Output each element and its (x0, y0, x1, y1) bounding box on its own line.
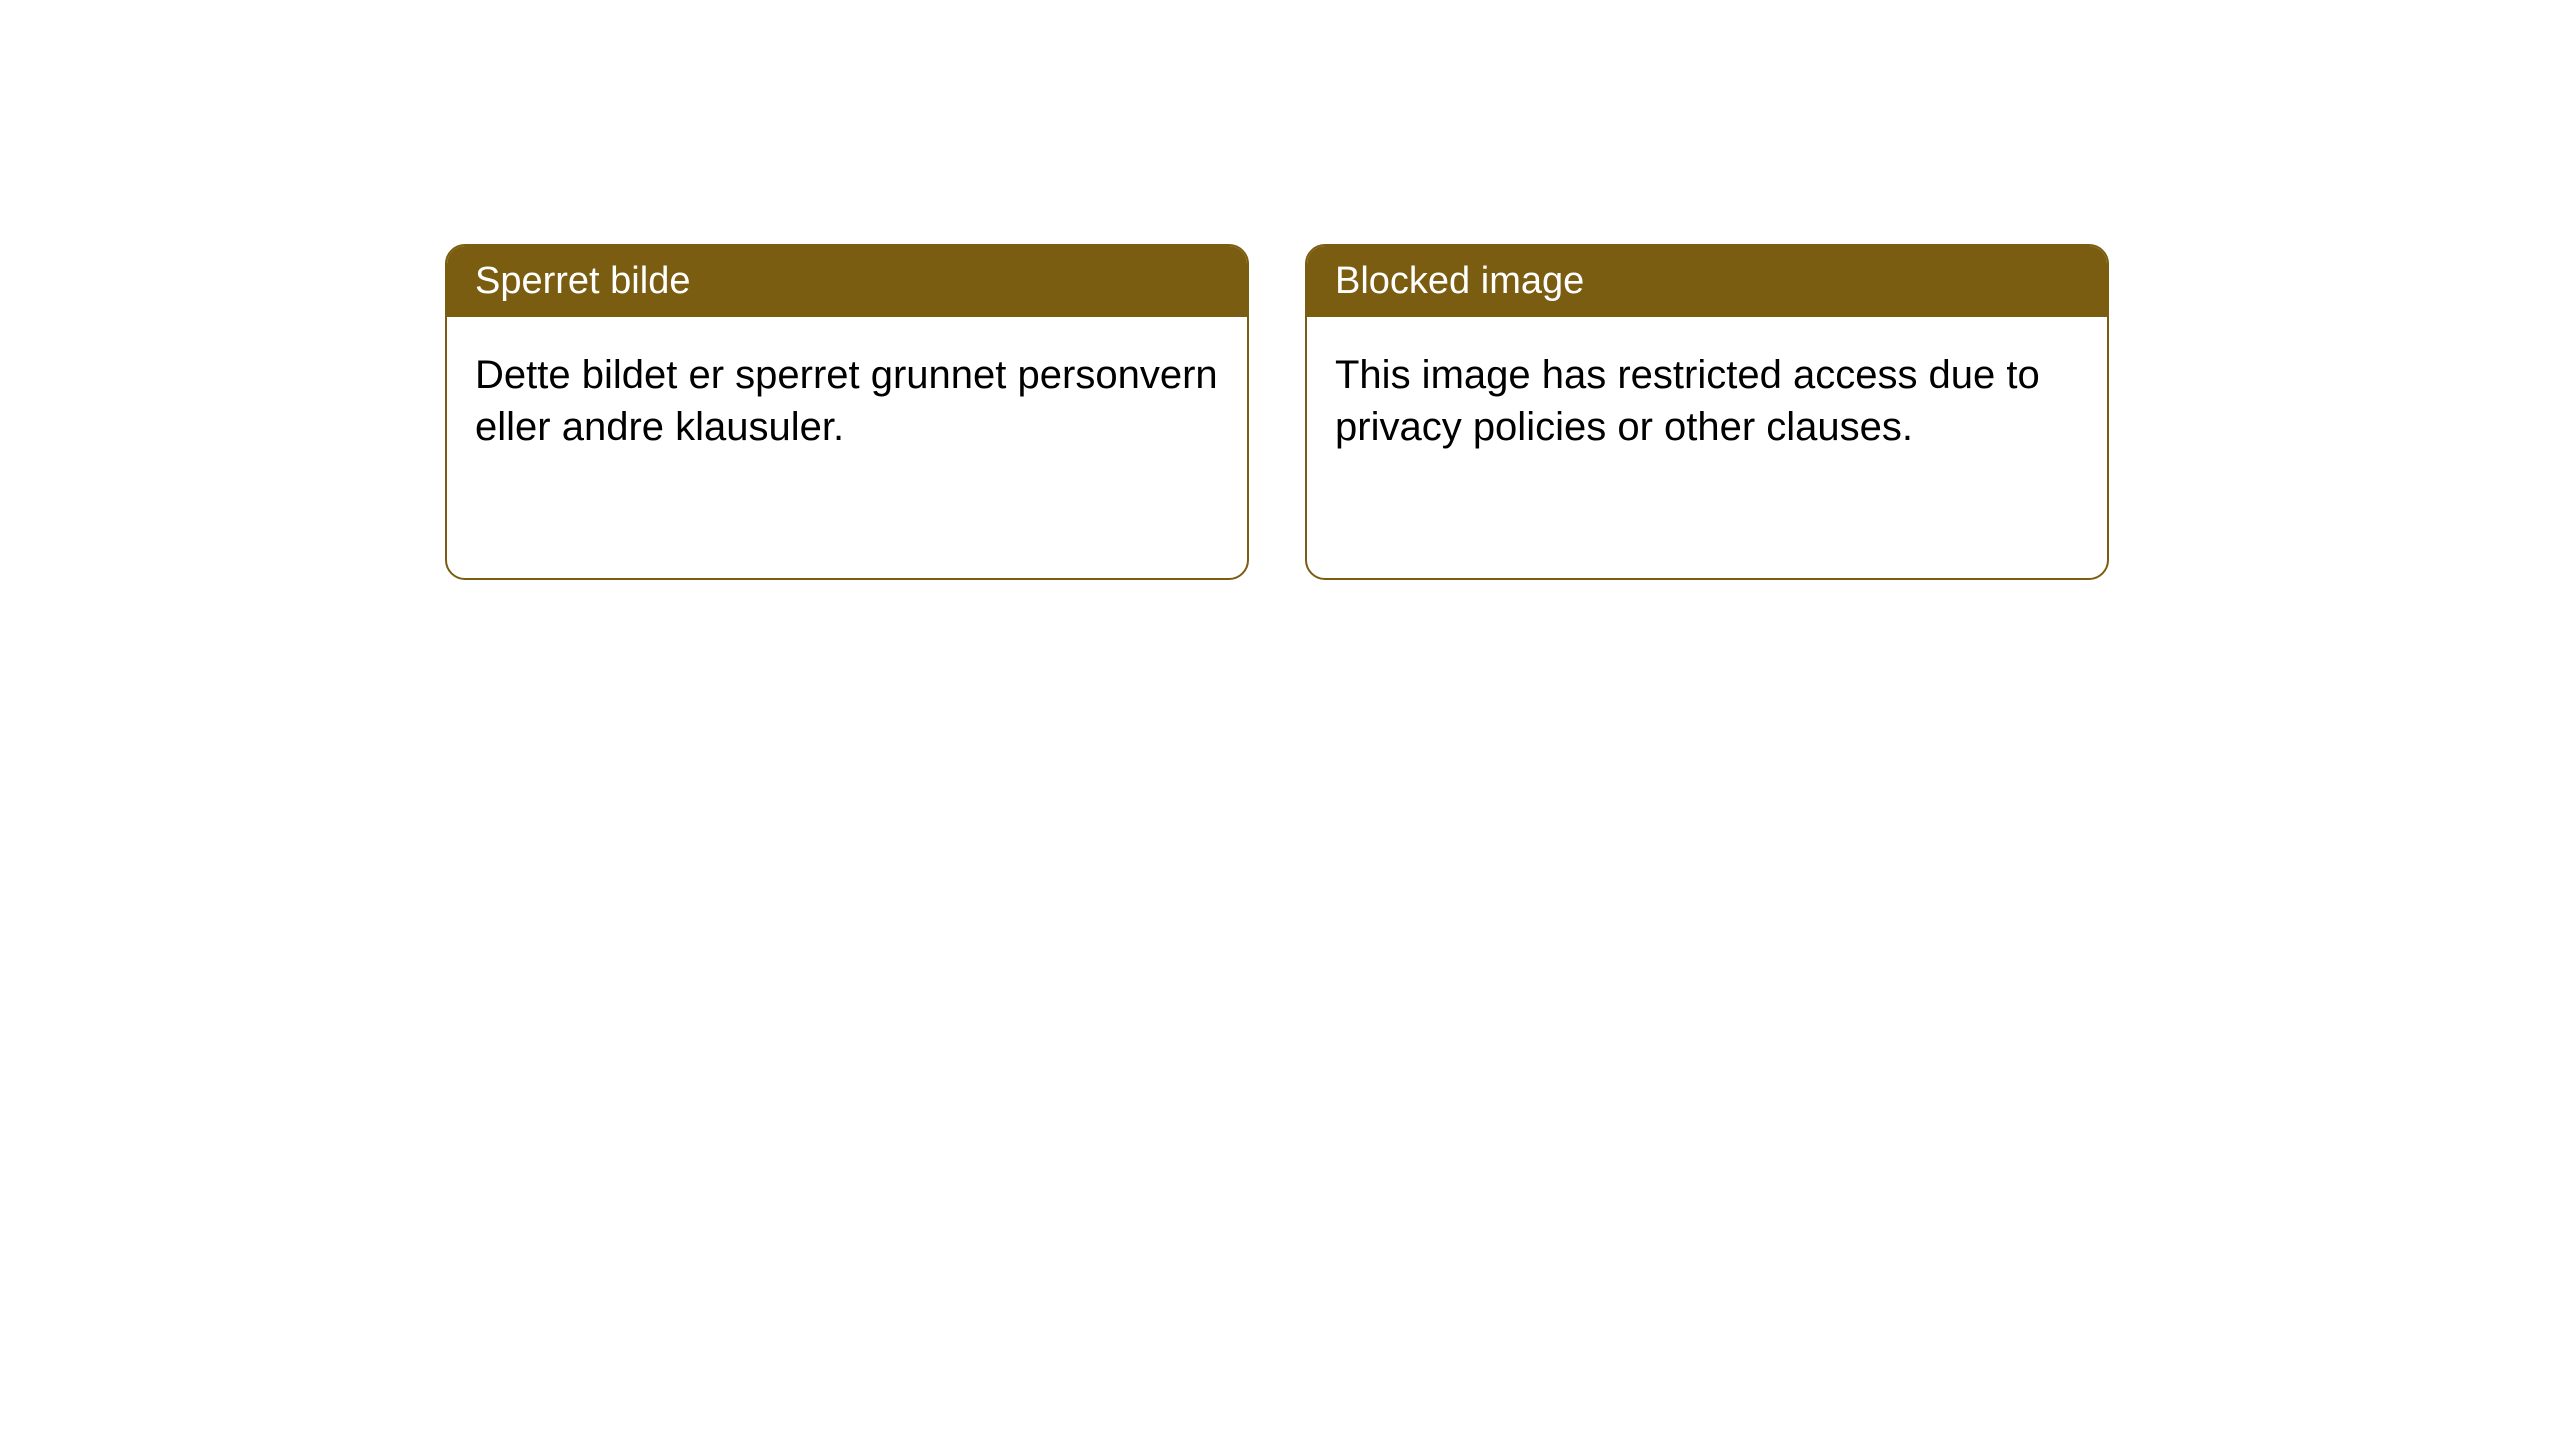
card-body: This image has restricted access due to … (1307, 317, 2107, 485)
blocked-image-card-no: Sperret bilde Dette bildet er sperret gr… (445, 244, 1249, 580)
card-title: Sperret bilde (447, 246, 1247, 317)
card-title: Blocked image (1307, 246, 2107, 317)
card-body: Dette bildet er sperret grunnet personve… (447, 317, 1247, 485)
notice-cards-container: Sperret bilde Dette bildet er sperret gr… (0, 0, 2560, 580)
blocked-image-card-en: Blocked image This image has restricted … (1305, 244, 2109, 580)
